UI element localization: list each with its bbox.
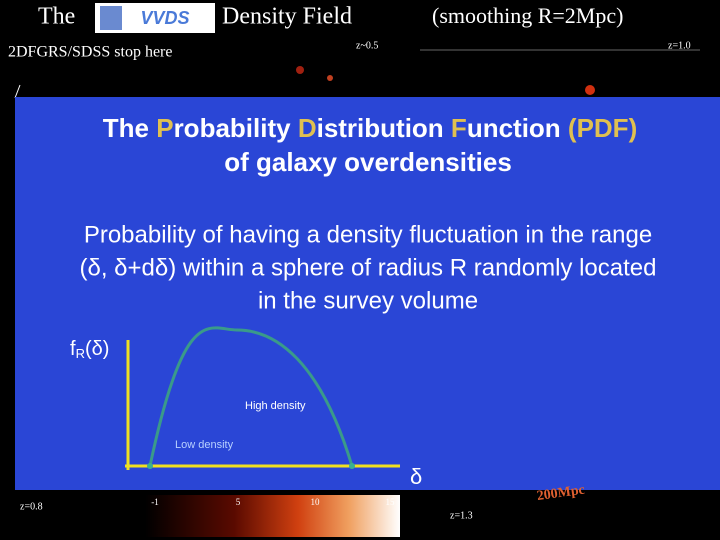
colorbar-tick: 15 [386,497,396,507]
y-label-part: (δ) [85,338,109,360]
galaxy-blob [327,75,333,81]
header-smoothing: (smoothing R=2Mpc) [432,3,623,28]
colorbar-tick: -1 [151,497,159,507]
panel [15,97,720,490]
annotation: Low density [175,439,234,451]
y-label-part: R [76,346,85,361]
title-part: unction [467,113,568,143]
title-part: istribution [317,113,451,143]
colorbar-tick: 5 [236,497,241,507]
panel-title: of galaxy overdensities [224,147,512,177]
description: Probability of having a density fluctuat… [84,221,652,248]
header-note: 2DFGRS/SDSS stop here [8,44,172,61]
title-part: The [103,113,156,143]
y-label-part: f [70,338,76,360]
x-label: δ [410,464,422,489]
colorbar [145,495,400,537]
description: in the survey volume [258,287,478,314]
map-label: z=1.3 [450,510,473,521]
curve-end [147,463,153,469]
logo-text: VVDS [140,8,189,28]
y-label: fR(δ) [70,338,109,361]
galaxy-blob [585,85,595,95]
arrow [14,84,21,99]
title-part: F [451,113,467,143]
galaxy-blob [296,66,304,74]
header-title: Density Field [222,4,352,30]
annotation: High density [245,400,306,412]
logo-icon [100,6,122,30]
map-label: z=0.8 [20,501,43,512]
title-part: P [156,113,173,143]
curve-end [349,463,355,469]
map-label: z~0.5 [356,40,378,51]
title-part: robability [174,113,298,143]
description: (δ, δ+dδ) within a sphere of radius R ra… [79,254,656,281]
scale-label: 200Mpc [536,483,586,505]
header-the: The [38,4,75,30]
title-part: D [298,113,317,143]
title-part: (PDF) [568,113,637,143]
colorbar-tick: 10 [311,497,321,507]
map-label: z=1.0 [668,40,691,51]
panel-title: The Probability Distribution Function (P… [103,113,637,143]
pdf-curve [148,326,354,467]
